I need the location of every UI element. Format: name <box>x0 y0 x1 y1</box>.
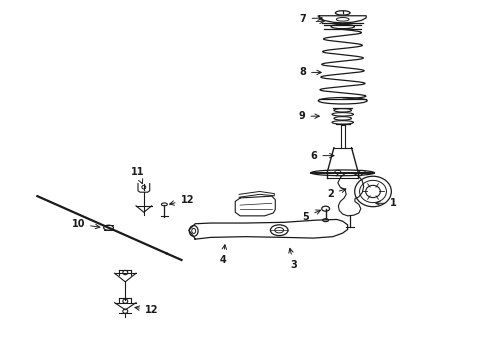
Text: 8: 8 <box>299 67 321 77</box>
Text: 11: 11 <box>131 167 144 184</box>
Text: 12: 12 <box>135 305 158 315</box>
Text: 6: 6 <box>311 150 334 161</box>
Text: 12: 12 <box>170 195 194 205</box>
Text: 4: 4 <box>220 245 226 265</box>
Text: 2: 2 <box>327 188 346 199</box>
Text: 5: 5 <box>303 210 320 221</box>
Text: 10: 10 <box>72 219 100 229</box>
Text: 7: 7 <box>300 14 322 24</box>
Text: 9: 9 <box>299 111 319 121</box>
Text: 1: 1 <box>376 198 396 208</box>
Text: 3: 3 <box>289 248 297 270</box>
